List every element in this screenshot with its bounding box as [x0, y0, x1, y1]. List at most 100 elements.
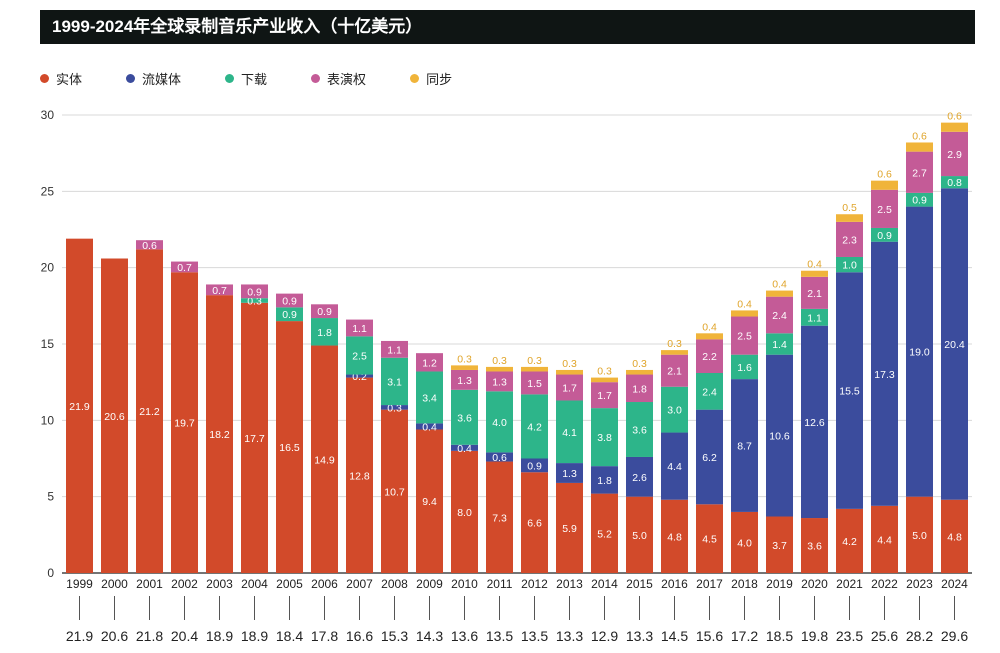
data-label-streaming: 6.2 [702, 452, 717, 464]
bar-segment-physical [66, 238, 93, 573]
bar-segment-download [451, 389, 478, 445]
x-tick-label: 2009 [416, 577, 443, 591]
data-label-physical: 8.0 [457, 507, 472, 519]
bar-segment-performance [696, 339, 723, 374]
bar-segment-performance [801, 276, 828, 309]
data-label-physical: 3.7 [772, 540, 787, 552]
data-label-sync: 0.3 [597, 366, 612, 378]
data-label-streaming: 0.3 [387, 402, 402, 414]
data-label-physical: 20.6 [104, 411, 125, 423]
legend-label-performance: 表演权 [327, 71, 367, 87]
x-tick-label: 2003 [206, 577, 233, 591]
bar-segment-download [941, 176, 968, 189]
bar-segment-physical [451, 450, 478, 573]
bar-segment-physical [731, 511, 758, 573]
legend-swatch-sync [410, 73, 420, 83]
data-label-download: 0.9 [912, 195, 927, 207]
data-label-performance: 1.3 [457, 375, 472, 387]
bar-segment-physical [136, 249, 163, 573]
data-label-download: 3.0 [667, 405, 682, 417]
data-label-download: 1.8 [317, 327, 332, 339]
data-label-performance: 2.1 [667, 366, 682, 378]
total-label: 13.6 [451, 628, 478, 644]
bar-segment-sync [451, 365, 478, 370]
data-label-streaming: 20.4 [944, 339, 965, 351]
data-label-sync: 0.6 [877, 169, 892, 181]
x-tick-label: 2018 [731, 577, 758, 591]
data-label-download: 1.0 [842, 260, 857, 272]
total-label: 18.5 [766, 628, 793, 644]
bar-segment-streaming [836, 272, 863, 509]
x-tick-label: 2008 [381, 577, 408, 591]
bar-segment-streaming [801, 325, 828, 519]
data-label-download: 4.0 [492, 417, 507, 429]
data-label-sync: 0.3 [527, 355, 542, 367]
bar-segment-physical [486, 461, 513, 573]
y-tick-label: 20 [41, 261, 55, 275]
data-label-performance: 0.9 [317, 306, 332, 318]
data-label-streaming: 0.6 [492, 452, 507, 464]
legend: 实体 流媒体 下载 表演权 同步 [40, 68, 496, 88]
bar-segment-physical [906, 496, 933, 573]
bar-segment-performance [731, 316, 758, 355]
legend-swatch-download [225, 73, 235, 83]
bar-segment-physical [101, 258, 128, 573]
total-label: 18.4 [276, 628, 303, 644]
bar-segment-streaming [941, 188, 968, 500]
bar-segment-sync [906, 142, 933, 152]
bar-segment-physical [941, 499, 968, 573]
data-label-streaming: 0.9 [527, 460, 542, 472]
bar-segment-streaming [696, 409, 723, 505]
data-label-physical: 4.0 [737, 537, 752, 549]
bar-segment-performance [556, 374, 583, 401]
data-label-physical: 21.2 [139, 406, 160, 418]
data-label-performance: 2.3 [842, 234, 857, 246]
data-label-streaming: 10.6 [769, 431, 790, 443]
data-label-performance: 0.9 [247, 286, 262, 298]
bar-segment-performance [276, 293, 303, 308]
bar-segment-performance [871, 189, 898, 228]
x-tick-label: 2011 [487, 577, 513, 591]
data-label-sync: 0.6 [947, 111, 962, 123]
bar-segment-performance [311, 304, 338, 319]
bar-segment-physical [801, 518, 828, 573]
bar-segment-download [801, 308, 828, 326]
bar-segment-physical [766, 516, 793, 573]
data-label-performance: 2.2 [702, 351, 717, 363]
data-label-streaming: 0.4 [457, 443, 472, 455]
data-label-physical: 5.0 [912, 530, 927, 542]
bar-segment-download [416, 371, 443, 424]
data-label-performance: 2.1 [807, 288, 822, 300]
bar-segment-performance [836, 221, 863, 257]
bar-segment-streaming [486, 452, 513, 462]
data-label-sync: 0.6 [912, 130, 927, 142]
bar-segment-performance [941, 131, 968, 177]
y-tick-label: 15 [41, 337, 55, 351]
data-label-physical: 4.8 [667, 531, 682, 543]
data-label-performance: 2.4 [772, 310, 787, 322]
data-label-download: 4.1 [562, 427, 577, 439]
bar-segment-streaming [591, 466, 618, 494]
data-label-sync: 0.3 [562, 358, 577, 370]
data-label-download: 2.5 [352, 350, 367, 362]
bar-segment-physical [836, 508, 863, 573]
data-label-performance: 1.3 [492, 376, 507, 388]
total-label: 17.8 [311, 628, 338, 644]
bar-segment-physical [171, 272, 198, 573]
bar-segment-download [766, 333, 793, 355]
total-label: 21.9 [66, 628, 93, 644]
x-tick-label: 2017 [696, 577, 723, 591]
bar-segment-download [276, 307, 303, 322]
bar-segment-download [346, 336, 373, 375]
data-label-download: 1.4 [772, 339, 787, 351]
legend-item-performance: 表演权 [311, 68, 366, 88]
data-label-performance: 2.7 [912, 167, 927, 179]
bar-segment-download [731, 354, 758, 380]
bar-segment-sync [521, 366, 548, 372]
bar-segment-performance [171, 261, 198, 273]
bar-segment-sync [766, 290, 793, 297]
data-label-streaming: 4.4 [667, 461, 682, 473]
bar-segment-performance [451, 369, 478, 390]
data-label-physical: 5.9 [562, 523, 577, 535]
total-label: 28.2 [906, 628, 933, 644]
